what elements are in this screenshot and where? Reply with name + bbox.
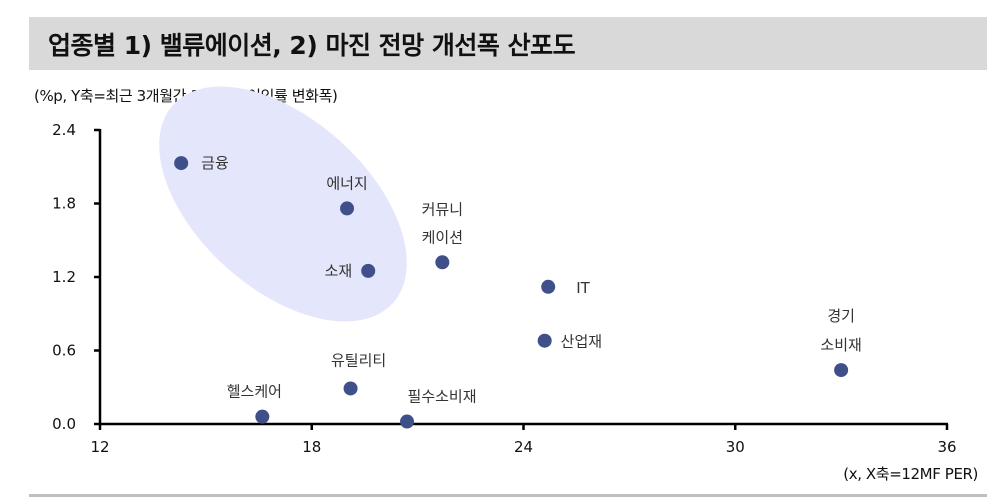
data-point-group: 유틸리티 <box>331 351 386 396</box>
data-point <box>834 363 849 378</box>
y-tick-label: 0.0 <box>52 415 76 433</box>
data-point-label: 소재 <box>325 262 353 280</box>
axes: 0.0 0.6 1.2 1.8 2.4 12 18 24 30 36 <box>52 121 956 456</box>
data-point-group: 헬스케어 <box>227 383 282 424</box>
data-point <box>537 333 552 348</box>
title-bar: 업종별 1) 밸류에이션, 2) 마진 전망 개선폭 산포도 <box>29 17 987 70</box>
data-point-label: 에너지 <box>326 174 367 192</box>
data-point-label: 산업재 <box>561 333 602 351</box>
data-point <box>400 414 415 429</box>
data-point <box>361 263 376 278</box>
x-tick-label: 36 <box>937 438 956 456</box>
data-point-group: IT <box>541 279 591 297</box>
data-point-label: 경기 <box>827 307 855 325</box>
data-point <box>174 156 189 171</box>
data-point-label: IT <box>576 279 590 297</box>
data-point-group: 소재 <box>325 262 376 280</box>
data-point <box>435 255 450 270</box>
data-point-label: 필수소비재 <box>408 388 477 406</box>
y-tick-label: 2.4 <box>52 121 76 139</box>
data-point-group: 금융 <box>174 154 229 172</box>
y-tick-label: 1.8 <box>52 195 76 213</box>
data-point <box>343 381 358 396</box>
data-point-label: 금융 <box>201 154 229 172</box>
data-point-group: 에너지 <box>326 174 368 216</box>
x-tick-label: 30 <box>726 438 745 456</box>
y-tick-label: 1.2 <box>52 268 76 286</box>
chart-title: 업종별 1) 밸류에이션, 2) 마진 전망 개선폭 산포도 <box>48 31 576 60</box>
highlight-ellipse <box>159 86 407 322</box>
bottom-divider <box>29 494 987 497</box>
x-tick-label: 18 <box>302 438 321 456</box>
data-point-label: 헬스케어 <box>227 383 282 401</box>
data-point <box>541 279 556 294</box>
data-point-group: 필수소비재 <box>400 388 477 429</box>
highlight-ellipse-layer <box>159 86 407 322</box>
data-point <box>340 201 355 216</box>
data-point-group: 산업재 <box>537 333 602 351</box>
data-point <box>255 409 270 424</box>
data-point-label: 케이션 <box>422 228 463 246</box>
x-tick-label: 24 <box>514 438 533 456</box>
x-tick-label: 12 <box>90 438 109 456</box>
y-tick-label: 0.6 <box>52 342 76 360</box>
data-point-label: 커뮤니 <box>422 200 463 218</box>
x-axis-unit-label: (x, X축=12MF PER) <box>843 465 978 483</box>
data-point-label: 소비재 <box>820 336 861 354</box>
data-point-label: 유틸리티 <box>331 351 386 369</box>
